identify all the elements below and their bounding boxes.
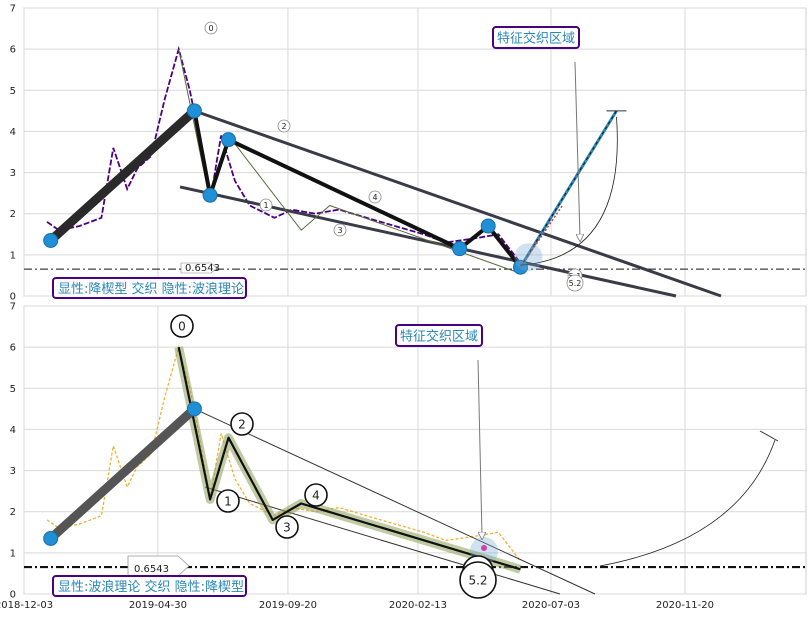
x-tick-label: 2019-09-20: [259, 600, 317, 611]
zone-label-box: [395, 324, 483, 347]
wave-label-circle: [566, 274, 584, 292]
forecast-arc: [520, 116, 618, 266]
wave-label-text: 0: [208, 24, 213, 33]
pivot-dot: [220, 132, 236, 148]
wave-label-text: 3: [337, 226, 342, 235]
level-tag-box: [127, 555, 190, 577]
y-tick-label: 2: [10, 507, 16, 518]
wave-label-text: 3: [283, 521, 291, 535]
wave-label-circle: [204, 21, 218, 35]
y-tick-label: 7: [10, 4, 16, 15]
zone-label-text: 特征交织区域: [497, 31, 575, 47]
wave-label-circle: [304, 483, 328, 507]
upper-wedge-line: [194, 408, 596, 595]
wave-label-circle: [259, 198, 273, 212]
wave-label-circle: [277, 119, 291, 133]
y-tick-label: 0: [10, 292, 16, 303]
wave-label-text: 5.2: [468, 574, 487, 588]
pivot-dot: [480, 218, 496, 234]
wave-label-circle: [230, 412, 254, 436]
forecast-dash-line: [520, 110, 617, 268]
level-tag-box: [180, 262, 218, 274]
y-tick-label: 4: [10, 425, 16, 436]
y-tick-label: 7: [10, 302, 16, 313]
zone-arrow: [477, 359, 482, 536]
mode-label-box: [52, 277, 247, 299]
y-tick-label: 1: [10, 250, 16, 261]
x-tick-label: 2020-07-03: [522, 600, 580, 611]
y-tick-label: 3: [10, 466, 16, 477]
mode-label-text: 显性:波浪理论 交织 隐性:降楔型: [58, 579, 244, 595]
x-tick-label: 2019-04-30: [129, 600, 187, 611]
zone-label-text: 特征交织区域: [400, 329, 478, 345]
y-tick-label: 6: [10, 343, 16, 354]
wave-label-circle: [333, 223, 347, 237]
forecast-red-line: [519, 205, 564, 268]
y-tick-label: 4: [10, 127, 16, 138]
pivot-dot: [43, 232, 59, 248]
forecast-arc: [599, 439, 776, 567]
wave-label-circle: [459, 561, 497, 599]
mode-label-box: [52, 575, 247, 597]
zone-marker: [481, 545, 487, 551]
first-leg-line: [46, 106, 199, 245]
y-tick-label: 5: [10, 86, 16, 97]
level-tag-text: 0.6543: [185, 263, 220, 274]
wave-label-circle: [170, 314, 194, 338]
upper-wedge-line: [193, 109, 722, 298]
wave-label-text: 0: [178, 320, 186, 334]
y-tick-label: 6: [10, 45, 16, 56]
x-tick-label: 2018-12-03: [0, 600, 53, 611]
y-tick-label: 5: [10, 384, 16, 395]
wave-label-circle: [368, 190, 382, 204]
first-leg-line: [46, 404, 199, 543]
pivot-dot: [43, 530, 59, 546]
wave-zigzag-line: [177, 346, 521, 571]
y-tick-label: 0: [10, 590, 16, 601]
plot-area: [23, 7, 807, 297]
y-tick-label: 2: [10, 209, 16, 220]
wave-label-text: 2: [238, 418, 246, 432]
pivot-dot: [186, 401, 202, 417]
pivot-dot: [186, 103, 202, 119]
wave-label-text: 4: [312, 489, 320, 503]
wave-label-circle: [216, 489, 240, 513]
y-tick-label: 1: [10, 548, 16, 559]
wave-label-text: 4: [372, 193, 377, 202]
level-tag-text: 0.6543: [134, 564, 169, 575]
mode-label-text: 显性:降楔型 交织 隐性:波浪理论: [58, 281, 244, 297]
price-series-line: [46, 45, 522, 264]
forecast-cap: [759, 430, 779, 442]
wave-label-text: 2: [281, 122, 286, 131]
pivot-dot: [202, 187, 218, 203]
zone-arrow: [574, 61, 580, 238]
wave-label-text: 1: [263, 201, 268, 210]
wave-label-text: 1: [224, 495, 232, 509]
zone-label-box: [492, 26, 580, 49]
x-tick-label: 2020-11-20: [656, 600, 714, 611]
pivot-dot: [452, 241, 468, 257]
zone-highlight: [514, 243, 543, 272]
price-series-line: [46, 344, 522, 562]
y-tick-label: 3: [10, 168, 16, 179]
x-tick-label: 2020-02-13: [389, 600, 447, 611]
wave-label-text: 5.2: [569, 279, 582, 288]
wave-label-circle: [275, 515, 299, 539]
